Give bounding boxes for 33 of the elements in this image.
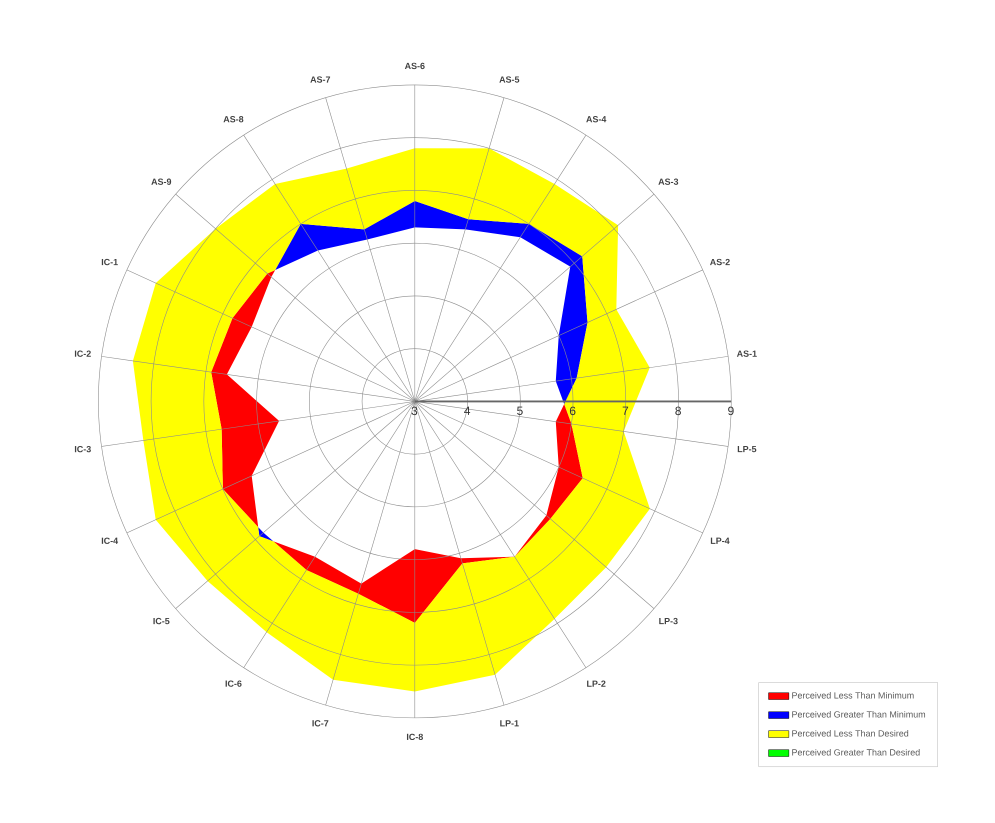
spoke-label: LP-3 [659,618,678,624]
spoke-label: AS-3 [658,178,678,185]
legend-label: Perceived Less Than Desired [792,730,908,736]
spoke-label: AS-5 [499,76,520,83]
spoke-label: AS-2 [710,258,730,266]
spoke-label: IC-6 [226,680,242,687]
spoke-label: IC-3 [74,446,91,452]
spoke-label: AS-9 [151,178,172,185]
legend-label: Perceived Greater Than Desired [792,748,920,756]
y-tick-label: 5 [517,406,523,415]
y-tick-label: 6 [570,406,576,415]
y-tick-label: 4 [464,406,470,415]
spoke-label: LP-5 [738,446,756,452]
y-tick-label: 9 [728,406,734,415]
y-tick-label: 8 [675,406,681,415]
spoke-label: IC-4 [102,537,118,544]
spoke-label: IC-5 [153,618,170,624]
y-tick-label: 3 [412,406,418,415]
y-tick-label: 7 [622,406,628,415]
spoke-label: AS-1 [736,350,757,357]
spoke-label: IC-7 [312,720,328,726]
spoke-label: LP-1 [500,720,519,726]
spoke-label: AS-6 [404,62,425,69]
spoke-label: IC-1 [102,258,118,266]
spoke-label: AS-8 [223,116,244,122]
spoke-label: IC-8 [406,734,423,740]
legend-label: Perceived Greater Than Minimum [792,710,926,718]
spoke-label: AS-7 [310,76,330,83]
spoke-label: AS-4 [586,116,606,122]
spoke-label: LP-4 [710,538,730,544]
spoke-label: LP-2 [587,680,606,687]
legend-label: Perceived Less Than Minimum [792,692,914,698]
spoke-label: IC-2 [74,350,91,357]
